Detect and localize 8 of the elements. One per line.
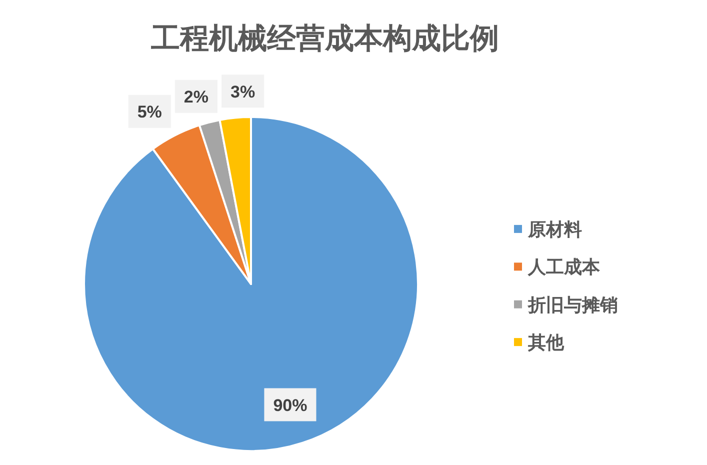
legend-label: 原材料: [527, 219, 582, 240]
title: 工程机械经营成本构成比例: [151, 23, 499, 55]
data-label: 90%: [273, 396, 308, 415]
data-label: 2%: [184, 87, 208, 106]
legend-label: 其他: [527, 332, 565, 353]
data-label: 5%: [137, 102, 162, 122]
legend-label: 人工成本: [527, 257, 601, 278]
data-label: 3%: [230, 82, 256, 102]
